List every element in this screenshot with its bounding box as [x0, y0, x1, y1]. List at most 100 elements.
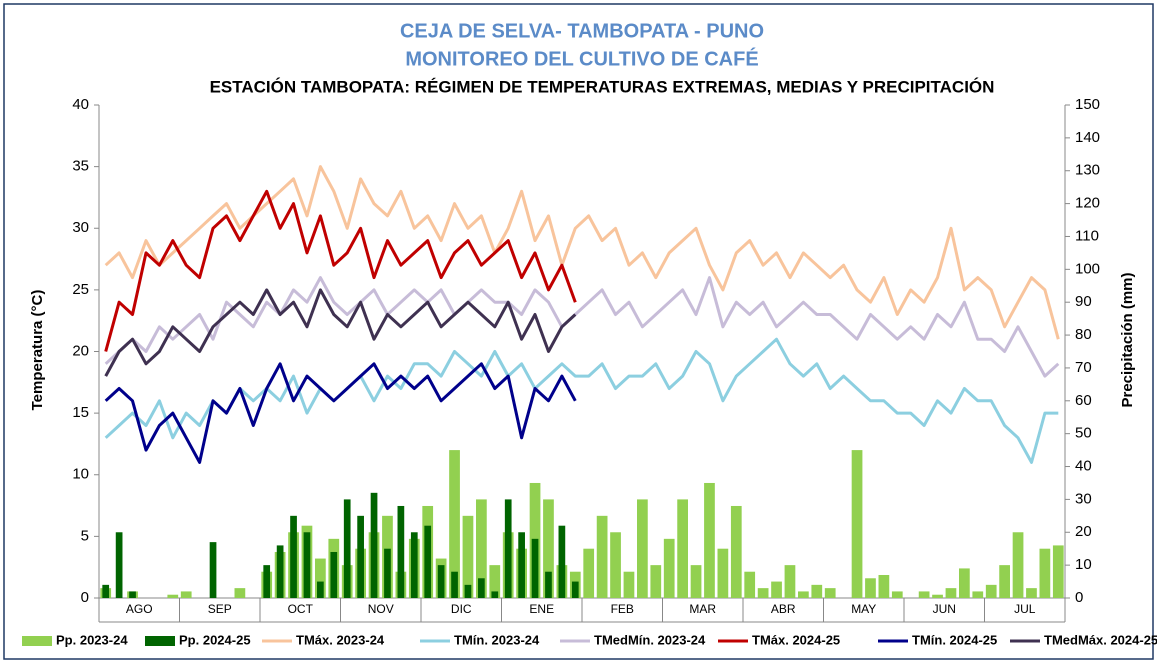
- chart-heading: ESTACIÓN TAMBOPATA: RÉGIMEN DE TEMPERATU…: [210, 77, 995, 96]
- bar: [999, 565, 1010, 598]
- bar: [543, 499, 554, 598]
- bar: [290, 515, 297, 598]
- bar: [115, 532, 123, 598]
- bar: [489, 565, 501, 598]
- bar: [1052, 545, 1064, 598]
- y2-tick-label: 100: [1075, 260, 1100, 277]
- bar: [677, 499, 688, 598]
- bar: [717, 548, 729, 598]
- y2-tick-label: 120: [1075, 195, 1100, 212]
- legend-label: Pp. 2024-25: [179, 632, 251, 647]
- bar: [437, 565, 445, 598]
- y2-tick-label: 90: [1075, 293, 1092, 310]
- bar: [276, 545, 284, 598]
- chart-subtitle: MONITOREO DEL CULTIVO DE CAFÉ: [405, 47, 758, 70]
- bar: [985, 584, 997, 598]
- bar: [1039, 548, 1051, 598]
- bar: [397, 505, 405, 598]
- bar: [476, 499, 487, 598]
- legend-label: TMín. 2024-25: [912, 632, 997, 647]
- x-tick-label: DIC: [451, 602, 472, 616]
- y-axis-title: Temperatura (°C): [29, 290, 46, 411]
- y2-tick-label: 130: [1075, 162, 1100, 179]
- y2-tick-label: 140: [1075, 129, 1100, 146]
- y2-tick-label: 10: [1075, 556, 1092, 573]
- bar: [771, 581, 782, 598]
- bar: [811, 584, 823, 598]
- bar: [690, 565, 702, 598]
- bar: [317, 581, 324, 598]
- chart-title: CEJA DE SELVA- TAMBOPATA - PUNO: [400, 20, 764, 42]
- y2-tick-label: 80: [1075, 326, 1092, 343]
- frame: [3, 3, 1154, 660]
- bar: [464, 584, 472, 598]
- line: [104, 165, 1060, 340]
- bar: [571, 581, 579, 598]
- y-tick-label: 40: [72, 96, 89, 113]
- bar: [798, 591, 809, 598]
- bar: [303, 532, 311, 598]
- bar: [410, 532, 418, 598]
- x-tick-label: JUN: [933, 602, 956, 616]
- y2-tick-label: 30: [1075, 490, 1092, 507]
- y2-axis-title: Precipitación (mm): [1119, 272, 1136, 407]
- bar: [129, 591, 136, 598]
- bar: [315, 558, 326, 598]
- bar: [462, 515, 474, 598]
- bar: [663, 538, 675, 598]
- legend-swatch: [145, 636, 175, 646]
- bar: [583, 548, 595, 598]
- bar: [449, 450, 460, 598]
- bar: [102, 584, 110, 598]
- bar: [558, 525, 566, 598]
- bar: [384, 548, 391, 598]
- x-tick-label: AGO: [126, 602, 153, 616]
- bar: [650, 565, 662, 598]
- x-tick-label: NOV: [368, 602, 394, 616]
- bar: [518, 532, 525, 598]
- line: [104, 288, 577, 377]
- legend-label: TMedMáx. 2024-25: [1044, 632, 1157, 647]
- legend-label: Pp. 2023-24: [56, 632, 128, 647]
- x-tick-label: MAY: [851, 602, 876, 616]
- bar: [1012, 532, 1024, 598]
- bar: [167, 594, 179, 598]
- y-tick-label: 25: [72, 281, 89, 298]
- bar: [865, 578, 876, 598]
- bar: [959, 568, 970, 598]
- bar: [491, 591, 499, 598]
- y-tick-label: 35: [72, 158, 89, 175]
- bar: [451, 571, 458, 598]
- line: [104, 189, 577, 352]
- bar: [357, 515, 364, 598]
- bar: [891, 591, 903, 598]
- bar: [209, 542, 217, 598]
- y2-tick-label: 0: [1075, 589, 1083, 606]
- y2-tick-label: 70: [1075, 359, 1092, 376]
- bar: [851, 450, 863, 598]
- y2-tick-label: 40: [1075, 458, 1092, 475]
- legend-label: TMín. 2023-24: [454, 632, 540, 647]
- y2-tick-label: 20: [1075, 523, 1092, 540]
- bar: [757, 588, 769, 598]
- bar: [637, 499, 648, 598]
- bar: [180, 591, 192, 598]
- y2-tick-label: 110: [1075, 227, 1099, 244]
- bar: [878, 574, 890, 598]
- y2-tick-label: 150: [1075, 96, 1100, 113]
- y-tick-label: 10: [72, 466, 89, 483]
- y-tick-label: 15: [72, 404, 89, 421]
- y-tick-label: 20: [72, 342, 89, 359]
- x-tick-label: ENE: [529, 602, 554, 616]
- bar: [263, 565, 271, 598]
- bar: [531, 538, 539, 598]
- line: [104, 276, 1060, 378]
- y2-tick-label: 50: [1075, 425, 1092, 442]
- x-tick-label: OCT: [288, 602, 314, 616]
- y-tick-label: 0: [81, 589, 89, 606]
- bar: [1026, 588, 1037, 598]
- x-tick-label: JUL: [1014, 602, 1036, 616]
- bar: [596, 515, 608, 598]
- bar: [972, 591, 984, 598]
